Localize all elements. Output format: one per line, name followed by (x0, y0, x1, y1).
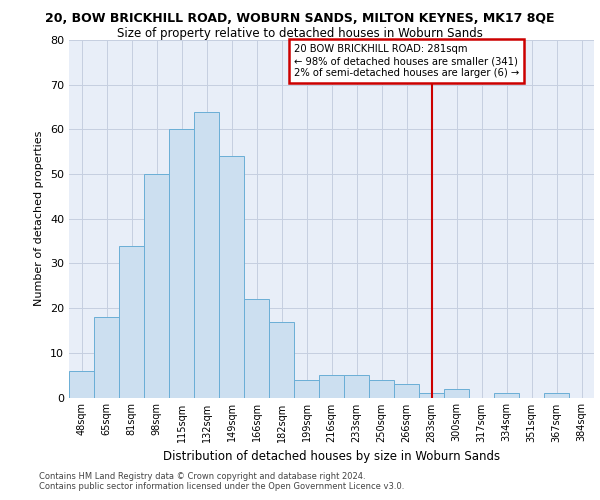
Bar (394, 384, 419, 398)
Text: 20 BOW BRICKHILL ROAD: 281sqm
← 98% of detached houses are smaller (341)
2% of s: 20 BOW BRICKHILL ROAD: 281sqm ← 98% of d… (294, 44, 519, 78)
Bar (419, 393, 444, 398)
X-axis label: Distribution of detached houses by size in Woburn Sands: Distribution of detached houses by size … (163, 450, 500, 463)
Bar (444, 388, 469, 398)
Bar (194, 112, 219, 398)
Bar (544, 393, 569, 398)
Bar (119, 246, 144, 398)
Text: Size of property relative to detached houses in Woburn Sands: Size of property relative to detached ho… (117, 28, 483, 40)
Bar (244, 299, 269, 398)
Bar (94, 317, 119, 398)
Bar (369, 380, 394, 398)
Bar (69, 370, 94, 398)
Text: Contains HM Land Registry data © Crown copyright and database right 2024.
Contai: Contains HM Land Registry data © Crown c… (39, 472, 404, 491)
Bar (344, 375, 369, 398)
Bar (169, 130, 194, 398)
Bar (294, 380, 319, 398)
Bar (319, 375, 344, 398)
Bar (494, 393, 519, 398)
Y-axis label: Number of detached properties: Number of detached properties (34, 131, 44, 306)
Bar (219, 156, 244, 398)
Bar (269, 322, 294, 398)
Bar (144, 174, 169, 398)
Text: 20, BOW BRICKHILL ROAD, WOBURN SANDS, MILTON KEYNES, MK17 8QE: 20, BOW BRICKHILL ROAD, WOBURN SANDS, MI… (45, 12, 555, 26)
